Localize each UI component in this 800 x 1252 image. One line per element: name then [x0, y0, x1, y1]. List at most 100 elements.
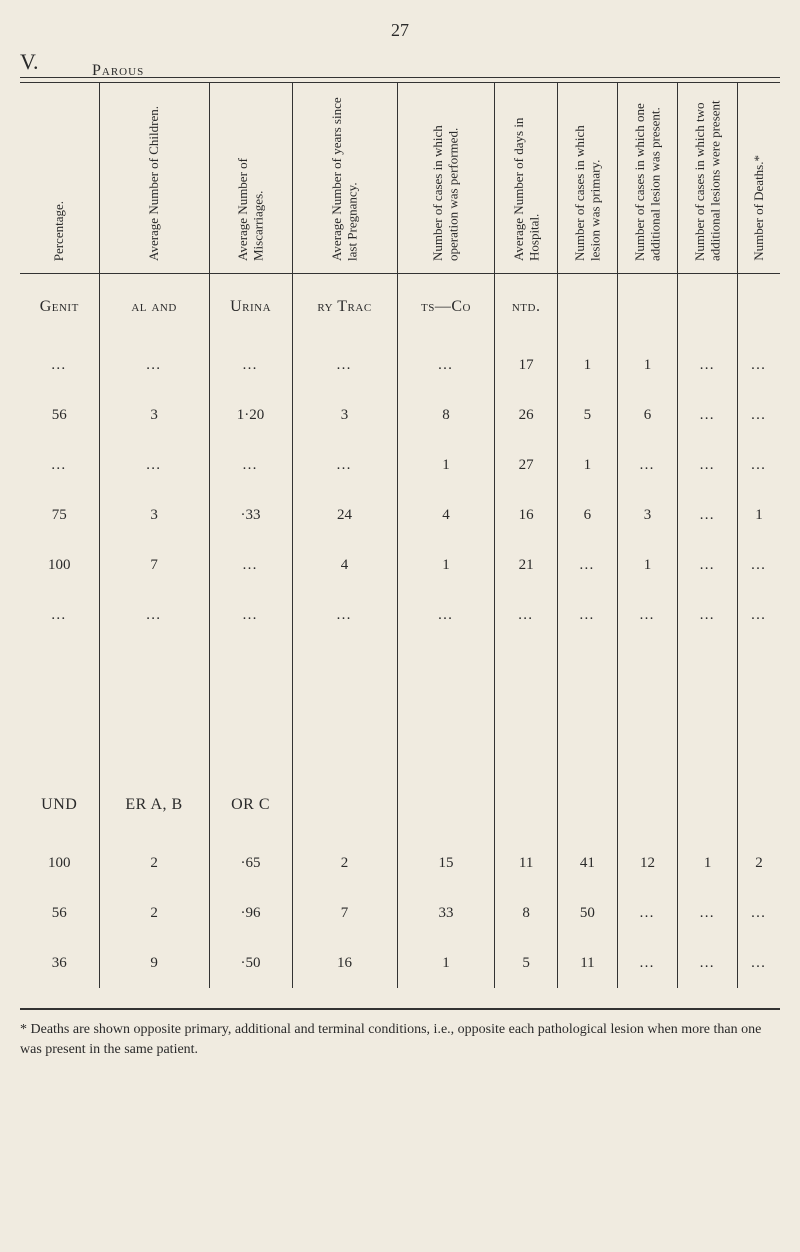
cell: …	[678, 490, 738, 540]
cell: …	[20, 340, 99, 390]
cell: 2	[292, 838, 397, 888]
cell: …	[209, 440, 292, 490]
cell: …	[617, 440, 677, 490]
cell: 3	[292, 390, 397, 440]
cell: …	[20, 440, 99, 490]
col-header: Number of Deaths.*	[738, 83, 780, 274]
section-title-row: Genit al and Urina ry Trac ts—Co ntd.	[20, 274, 780, 341]
cell: 16	[495, 490, 557, 540]
cell: 41	[557, 838, 617, 888]
cell: …	[292, 440, 397, 490]
cell: 11	[495, 838, 557, 888]
cell: 1	[617, 540, 677, 590]
cell: …	[738, 340, 780, 390]
page-number: 27	[20, 20, 780, 41]
cell: 6	[617, 390, 677, 440]
cell: UND	[20, 772, 99, 838]
header-row: Percentage. Average Number of Children. …	[20, 83, 780, 274]
cell	[738, 274, 780, 341]
parous-label: Parous	[92, 62, 144, 80]
cell: 5	[557, 390, 617, 440]
cell: …	[292, 340, 397, 390]
col-header: Average Number of years since last Pregn…	[292, 83, 397, 274]
cell: 1	[557, 440, 617, 490]
cell	[557, 772, 617, 838]
divider	[20, 1008, 780, 1010]
cell: 50	[557, 888, 617, 938]
cell: 1	[397, 440, 495, 490]
cell: …	[738, 390, 780, 440]
cell: …	[20, 590, 99, 640]
cell: …	[678, 390, 738, 440]
cell: …	[99, 340, 209, 390]
cell: ·96	[209, 888, 292, 938]
cell: 2	[99, 888, 209, 938]
cell: 1	[557, 340, 617, 390]
cell: OR C	[209, 772, 292, 838]
cell: 2	[99, 838, 209, 888]
cell: …	[738, 938, 780, 988]
cell: …	[209, 540, 292, 590]
cell: 1	[738, 490, 780, 540]
cell: 6	[557, 490, 617, 540]
section-title-row: UND ER A, B OR C	[20, 772, 780, 838]
col-header: Average Number of Miscarriages.	[209, 83, 292, 274]
cell: Genit	[20, 274, 99, 341]
table-row: 56 2 ·96 7 33 8 50 … … …	[20, 888, 780, 938]
cell: …	[397, 590, 495, 640]
cell: 75	[20, 490, 99, 540]
cell: …	[99, 590, 209, 640]
cell: …	[557, 540, 617, 590]
cell	[557, 274, 617, 341]
cell: al and	[99, 274, 209, 341]
table-row: … … … … 1 27 1 … … …	[20, 440, 780, 490]
table-row: 75 3 ·33 24 4 16 6 3 … 1	[20, 490, 780, 540]
table-row: … … … … … 17 1 1 … …	[20, 340, 780, 390]
cell: ·33	[209, 490, 292, 540]
cell: …	[678, 888, 738, 938]
cell: 15	[397, 838, 495, 888]
col-header: Percentage.	[20, 83, 99, 274]
cell: ·50	[209, 938, 292, 988]
col-header: Average Number of Children.	[99, 83, 209, 274]
cell: …	[738, 590, 780, 640]
cell: 12	[617, 838, 677, 888]
cell: 1	[678, 838, 738, 888]
cell	[678, 274, 738, 341]
cell: …	[209, 340, 292, 390]
cell: 56	[20, 390, 99, 440]
cell: 1	[397, 938, 495, 988]
cell: 7	[99, 540, 209, 590]
cell	[678, 772, 738, 838]
cell: …	[738, 888, 780, 938]
col-header: Number of cases in which operation was p…	[397, 83, 495, 274]
cell: 11	[557, 938, 617, 988]
cell: …	[617, 590, 677, 640]
cell: 1	[617, 340, 677, 390]
cell: 8	[397, 390, 495, 440]
cell: ER A, B	[99, 772, 209, 838]
table-row: 36 9 ·50 16 1 5 11 … … …	[20, 938, 780, 988]
cell: …	[678, 340, 738, 390]
cell: Urina	[209, 274, 292, 341]
cell: 21	[495, 540, 557, 590]
cell: 24	[292, 490, 397, 540]
cell: 16	[292, 938, 397, 988]
col-header: Average Number of days in Hospital.	[495, 83, 557, 274]
cell: 5	[495, 938, 557, 988]
gap-row	[20, 640, 780, 772]
cell: …	[738, 440, 780, 490]
cell	[617, 274, 677, 341]
cell: 100	[20, 838, 99, 888]
cell: 1	[397, 540, 495, 590]
cell: ry Trac	[292, 274, 397, 341]
cell	[495, 772, 557, 838]
cell: …	[617, 888, 677, 938]
cell: …	[99, 440, 209, 490]
cell: 36	[20, 938, 99, 988]
cell: 27	[495, 440, 557, 490]
cell: 26	[495, 390, 557, 440]
cell: …	[557, 590, 617, 640]
cell: …	[495, 590, 557, 640]
cell: 33	[397, 888, 495, 938]
